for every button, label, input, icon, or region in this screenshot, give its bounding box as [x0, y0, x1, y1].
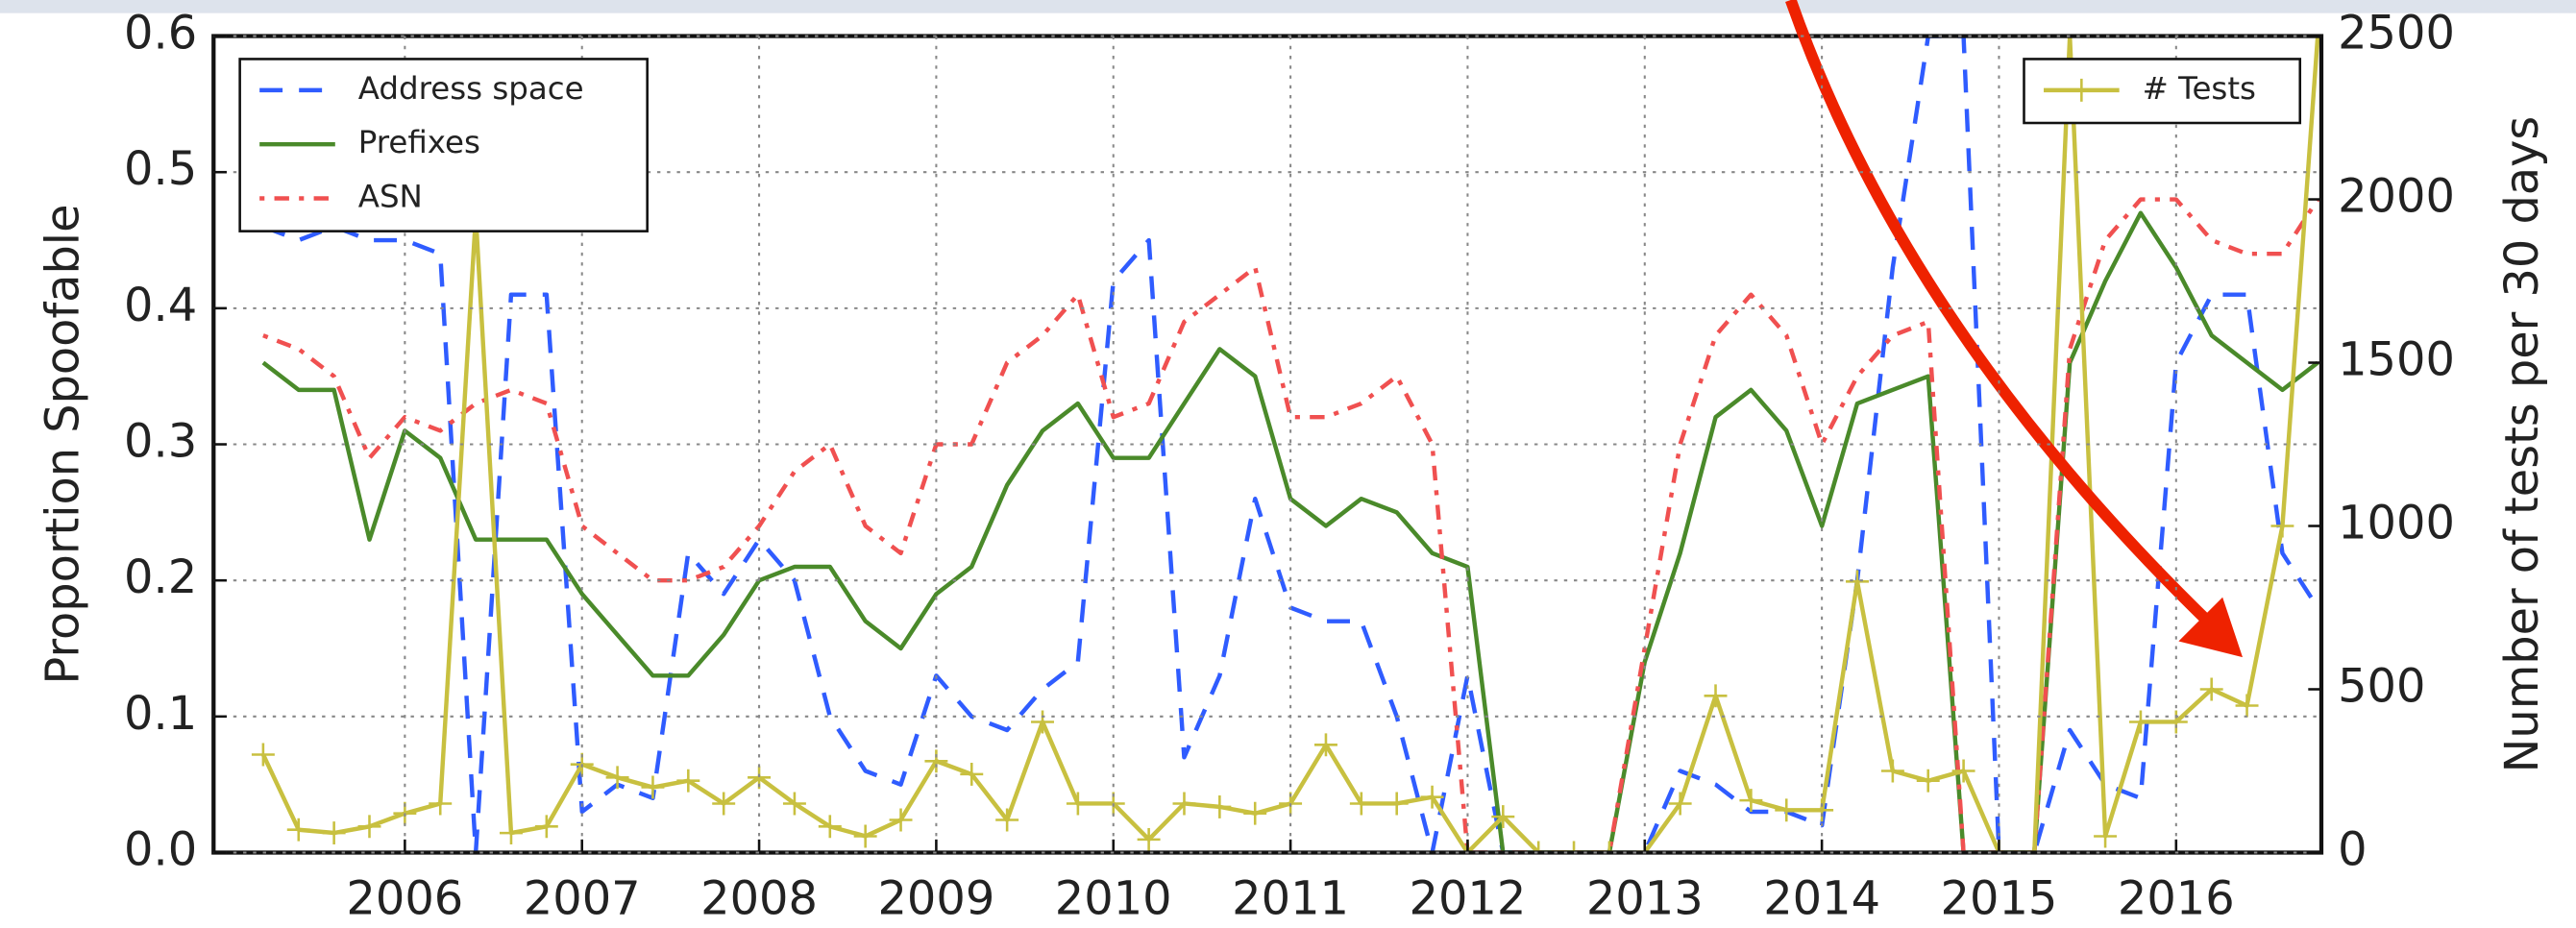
point-marker	[1775, 798, 1799, 822]
point-marker	[641, 775, 665, 799]
point-marker	[1880, 759, 1904, 783]
point-marker	[1172, 792, 1196, 816]
point-marker	[1349, 792, 1373, 816]
x-tick-label: 2015	[1941, 873, 2058, 926]
point-marker	[429, 792, 453, 816]
point-marker	[1208, 794, 1232, 818]
point-marker	[995, 808, 1019, 832]
point-marker	[818, 815, 842, 839]
point-marker	[1066, 792, 1090, 816]
y2-tick-label: 1500	[2338, 334, 2455, 387]
point-marker	[1668, 792, 1692, 816]
legend-label: # Tests	[2143, 70, 2256, 107]
x-tick-label: 2008	[700, 873, 818, 926]
y-tick-label: 0.1	[124, 688, 197, 741]
top-band	[0, 0, 2576, 13]
y-tick-label: 0.3	[124, 416, 197, 469]
point-marker	[1491, 805, 1515, 829]
point-marker	[251, 743, 275, 767]
legend-label: Address space	[358, 70, 584, 107]
point-marker	[1916, 769, 1940, 793]
point-marker	[534, 815, 558, 839]
point-marker	[676, 769, 700, 793]
point-marker	[2094, 824, 2118, 848]
y2-tick-label: 0	[2338, 824, 2367, 877]
y-tick-label: 0.5	[124, 143, 197, 196]
x-tick-label: 2012	[1410, 873, 1527, 926]
point-marker	[357, 815, 381, 839]
point-marker	[960, 762, 984, 786]
x-tick-label: 2011	[1232, 873, 1349, 926]
point-marker	[1313, 733, 1337, 757]
point-marker	[2164, 710, 2188, 734]
y2-axis-label: Number of tests per 30 days	[2496, 116, 2549, 773]
point-marker	[1810, 798, 1834, 822]
point-marker	[2058, 36, 2082, 48]
point-marker	[1420, 785, 1444, 809]
point-marker	[1739, 789, 1763, 813]
x-tick-label: 2006	[346, 873, 463, 926]
legend-label: Prefixes	[358, 124, 480, 160]
point-marker	[1031, 710, 1054, 734]
point-marker	[2128, 710, 2152, 734]
point-marker	[1527, 841, 1551, 853]
point-marker	[1951, 759, 1975, 783]
y2-tick-label: 2000	[2338, 171, 2455, 224]
point-marker	[1137, 827, 1161, 851]
y2-tick-label: 500	[2338, 661, 2425, 714]
y-tick-label: 0.0	[124, 824, 197, 877]
y-axis-label: Proportion Spoofable	[37, 205, 89, 685]
x-tick-label: 2010	[1055, 873, 1172, 926]
point-marker	[1846, 570, 1869, 594]
point-marker	[286, 818, 310, 842]
point-marker	[924, 749, 948, 773]
x-tick-label: 2007	[524, 873, 641, 926]
point-marker	[853, 824, 877, 848]
point-marker	[712, 792, 736, 816]
point-marker	[2235, 694, 2259, 718]
y-tick-label: 0.4	[124, 280, 197, 332]
point-marker	[1243, 801, 1267, 825]
y-tick-label: 0.6	[124, 8, 197, 61]
legend-label: ASN	[358, 179, 423, 215]
point-marker	[2270, 514, 2294, 538]
series-line	[262, 197, 2320, 853]
y-tick-label: 0.2	[124, 551, 197, 604]
point-marker	[782, 792, 806, 816]
x-tick-label: 2009	[877, 873, 994, 926]
point-marker	[889, 808, 913, 832]
x-tick-label: 2013	[1586, 873, 1704, 926]
y2-tick-label: 2500	[2338, 8, 2455, 61]
point-marker	[2306, 36, 2321, 48]
point-marker	[500, 821, 523, 845]
x-tick-label: 2014	[1763, 873, 1880, 926]
annotation-arrow	[1785, 0, 2243, 658]
point-marker	[1704, 684, 1728, 708]
point-marker	[605, 766, 629, 790]
point-marker	[322, 821, 346, 845]
x-tick-label: 2016	[2118, 873, 2235, 926]
point-marker	[1385, 792, 1409, 816]
point-marker	[2023, 841, 2047, 853]
point-marker	[2199, 677, 2223, 701]
point-marker	[1597, 841, 1621, 853]
point-marker	[1562, 841, 1586, 853]
y2-tick-label: 1000	[2338, 498, 2455, 550]
